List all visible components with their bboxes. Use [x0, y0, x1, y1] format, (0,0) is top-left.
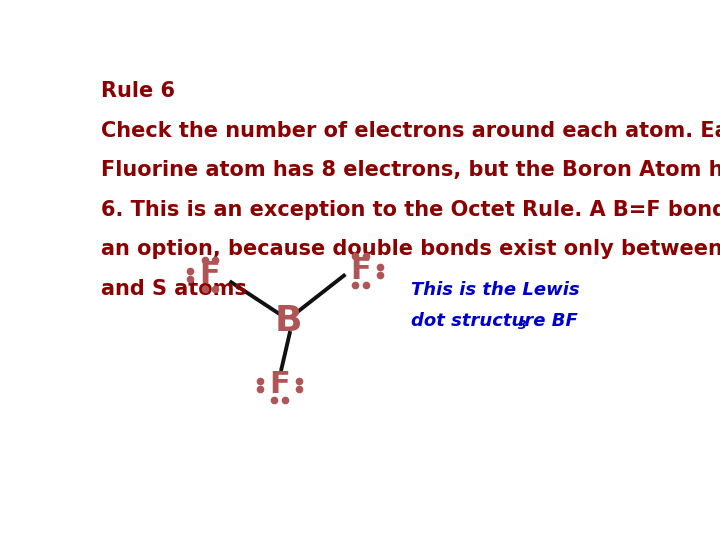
Text: and S atoms: and S atoms — [101, 279, 247, 299]
Text: F: F — [269, 370, 290, 400]
Text: F: F — [199, 260, 220, 289]
Text: F: F — [350, 256, 371, 285]
Text: dot structure BF: dot structure BF — [411, 312, 577, 330]
Text: Check the number of electrons around each atom. Each: Check the number of electrons around eac… — [101, 121, 720, 141]
Text: 3: 3 — [518, 319, 527, 332]
Text: Fluorine atom has 8 electrons, but the Boron Atom has only: Fluorine atom has 8 electrons, but the B… — [101, 160, 720, 180]
Text: 6. This is an exception to the Octet Rule. A B=F bond is not: 6. This is an exception to the Octet Rul… — [101, 200, 720, 220]
Text: Rule 6: Rule 6 — [101, 82, 175, 102]
Text: B: B — [274, 303, 302, 338]
Text: an option, because double bonds exist only between C,N,O,: an option, because double bonds exist on… — [101, 239, 720, 259]
Text: This is the Lewis: This is the Lewis — [411, 281, 580, 299]
